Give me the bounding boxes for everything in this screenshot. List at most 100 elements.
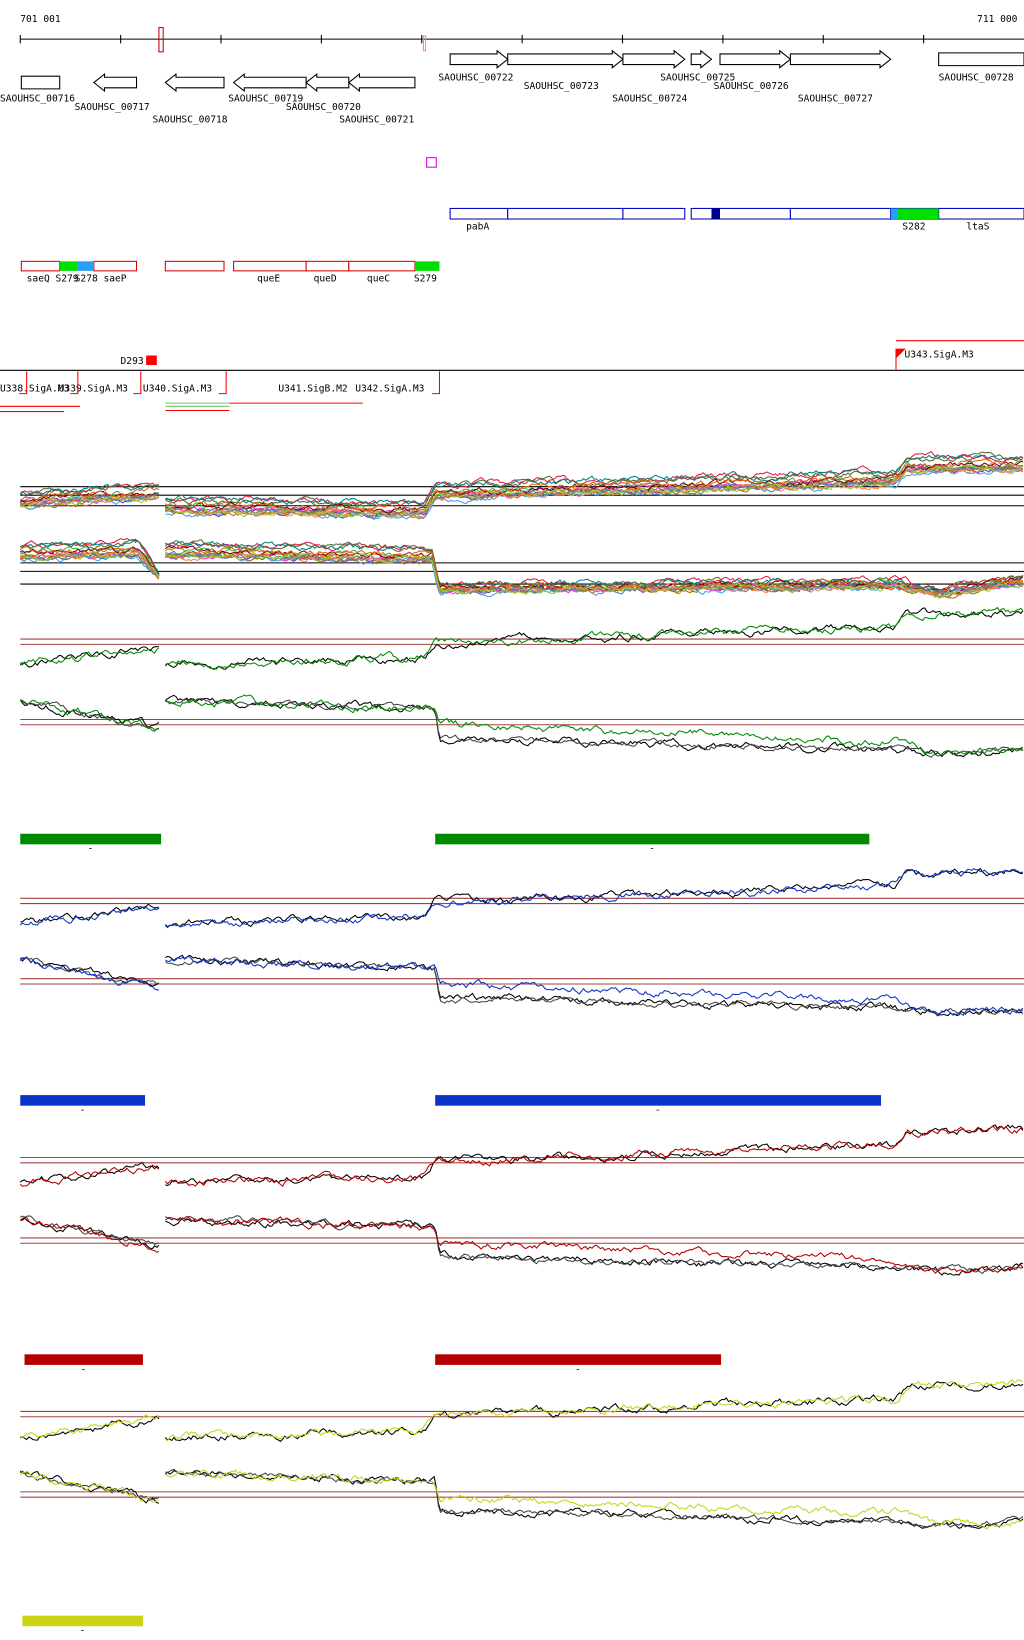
signal-trace [20, 464, 1024, 519]
feature-box [348, 260, 416, 272]
gene-arrow [93, 72, 138, 93]
gene-label: SAOUHSC_00728 [939, 72, 1014, 83]
segment-bar [435, 833, 870, 845]
signal-trace [19, 1124, 1024, 1187]
signal-trace [19, 954, 1024, 1017]
signal-trace [19, 1125, 1024, 1187]
axis-end: 711 000 [977, 14, 1018, 25]
feature-box [789, 207, 892, 220]
promoter-label: U341.SigB.M2 [278, 384, 347, 395]
feature-block [77, 261, 94, 271]
feature-box [93, 260, 138, 272]
feature-label: queD [314, 273, 337, 284]
feature-box [690, 207, 791, 220]
promoter-flag [895, 348, 906, 370]
gene-label: SAOUHSC_00724 [612, 94, 687, 105]
signal-trace [19, 551, 1024, 599]
marker-label: U343.SigA.M3 [905, 350, 975, 361]
axis-start: 701 001 [20, 14, 61, 25]
gene-arrow [690, 49, 713, 69]
segment-bar [435, 1354, 722, 1365]
feature-box [233, 260, 307, 272]
signal-trace [19, 539, 1024, 593]
gene-arrow [20, 75, 61, 90]
segment-bar [20, 1095, 146, 1106]
segment-label: - [575, 1364, 581, 1375]
promoter-label: U338.SigA.M3 [0, 384, 70, 395]
signal-trace [20, 694, 1024, 757]
marker-box [426, 157, 437, 168]
feature-box [622, 207, 686, 220]
gene-label: SAOUHSC_00727 [798, 94, 873, 105]
gene-label: SAOUHSC_00720 [286, 102, 361, 113]
gene-arrow [449, 49, 509, 69]
gene-label: SAOUHSC_00719 [228, 94, 303, 105]
segment-label: - [79, 1105, 85, 1116]
feature-box [20, 260, 61, 272]
gene-label: SAOUHSC_00723 [524, 81, 599, 92]
segment-label: - [87, 844, 93, 855]
feature-block [59, 261, 78, 271]
signal-trace [20, 540, 1024, 593]
segment-bar [24, 1354, 143, 1365]
segment-label: - [81, 1364, 87, 1375]
signal-trace [19, 1215, 1024, 1274]
gene-arrow [622, 49, 686, 69]
gene-label: SAOUHSC_00721 [339, 115, 414, 126]
signal-trace [19, 451, 1024, 507]
promoter-flag [19, 371, 28, 395]
signal-trace [20, 1381, 1024, 1443]
gene-arrow [507, 49, 624, 69]
feature-label: S279 [414, 273, 437, 284]
gene-arrow [938, 52, 1024, 67]
signal-trace [19, 868, 1024, 929]
segment-bar [20, 833, 162, 845]
feature-label: S278 [75, 273, 98, 284]
gene-arrow [719, 49, 792, 69]
signal-trace [19, 1469, 1024, 1530]
feature-label: ltaS [966, 222, 989, 233]
gene-label: SAOUHSC_00718 [153, 115, 228, 126]
gene-label: SAOUHSC_00717 [75, 102, 150, 113]
segment-label: - [655, 1105, 661, 1116]
signal-trace [20, 1217, 1023, 1276]
signal-trace [19, 694, 1024, 758]
gene-label: SAOUHSC_00725 [660, 72, 735, 83]
feature-label: pabA [466, 222, 489, 233]
feature-label: saeQ [27, 273, 50, 284]
feature-label: queE [257, 273, 280, 284]
feature-label: S282 [902, 222, 925, 233]
gene-arrow [232, 72, 307, 93]
signal-trace [19, 956, 1024, 1015]
marker-label: D293 [121, 356, 144, 367]
signal-trace [19, 1468, 1024, 1529]
feature-block [897, 208, 939, 220]
feature-label: S279 [55, 273, 78, 284]
feature-block [711, 208, 720, 220]
signal-trace [19, 1378, 1024, 1442]
feature-box [449, 207, 509, 220]
signal-trace [20, 697, 1024, 759]
signal-trace [19, 606, 1024, 670]
gene-label: SAOUHSC_00722 [438, 72, 513, 83]
feature-box [507, 207, 624, 220]
gene-label: SAOUHSC_00726 [714, 81, 789, 92]
promoter-flag [133, 371, 142, 395]
promoter-label: U342.SigA.M3 [355, 384, 425, 395]
feature-block [890, 208, 898, 220]
segment-label: - [79, 1626, 85, 1637]
promoter-label: U340.SigA.M3 [143, 384, 213, 395]
feature-block [414, 261, 440, 271]
signal-trace [19, 955, 1024, 1017]
ruler-marker [158, 26, 164, 53]
promoter-flag [218, 371, 227, 395]
gene-arrow [347, 72, 416, 93]
feature-box [938, 207, 1024, 220]
marker-block [146, 355, 157, 366]
gene-arrow [789, 49, 892, 69]
segment-bar [435, 1095, 882, 1106]
signal-trace [20, 867, 1023, 928]
segment-label: - [649, 844, 655, 855]
feature-box [164, 260, 225, 272]
